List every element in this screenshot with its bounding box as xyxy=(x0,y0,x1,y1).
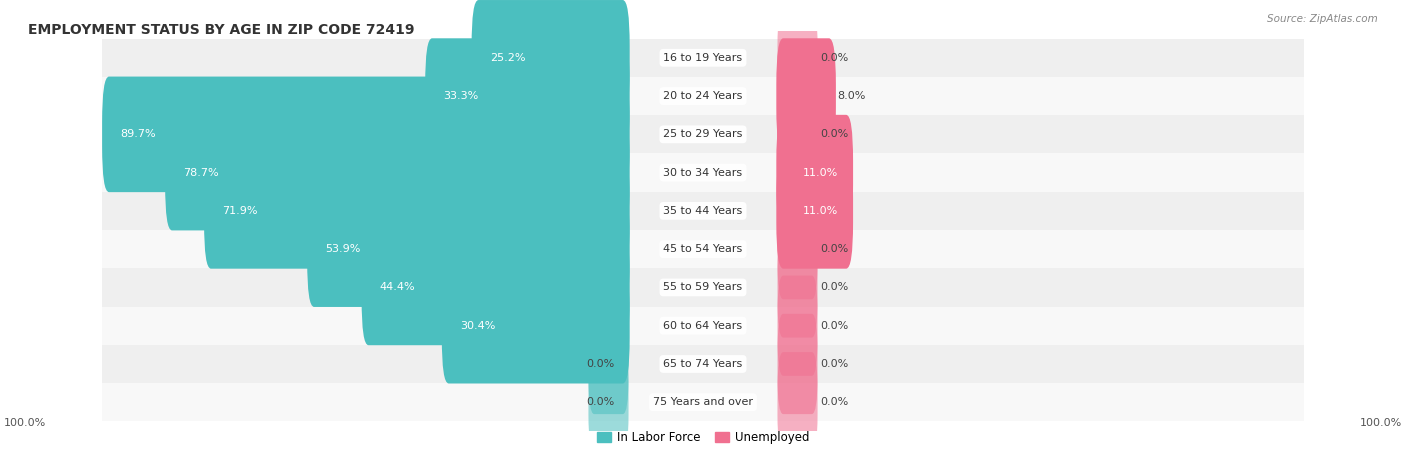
Text: 60 to 64 Years: 60 to 64 Years xyxy=(664,321,742,331)
Text: 0.0%: 0.0% xyxy=(821,321,849,331)
FancyBboxPatch shape xyxy=(101,306,1305,345)
Text: 25 to 29 Years: 25 to 29 Years xyxy=(664,129,742,140)
Text: 100.0%: 100.0% xyxy=(1360,418,1402,428)
FancyBboxPatch shape xyxy=(778,84,817,184)
Text: 0.0%: 0.0% xyxy=(586,359,614,369)
Text: 100.0%: 100.0% xyxy=(4,418,46,428)
FancyBboxPatch shape xyxy=(776,38,837,154)
Text: 45 to 54 Years: 45 to 54 Years xyxy=(664,244,742,254)
Text: 75 Years and over: 75 Years and over xyxy=(652,397,754,407)
Text: 11.0%: 11.0% xyxy=(803,206,838,216)
FancyBboxPatch shape xyxy=(778,8,817,108)
Text: 55 to 59 Years: 55 to 59 Years xyxy=(664,283,742,293)
FancyBboxPatch shape xyxy=(778,275,817,376)
Text: 16 to 19 Years: 16 to 19 Years xyxy=(664,53,742,63)
FancyBboxPatch shape xyxy=(101,77,1305,115)
Text: Source: ZipAtlas.com: Source: ZipAtlas.com xyxy=(1267,14,1378,23)
FancyBboxPatch shape xyxy=(471,0,630,116)
FancyBboxPatch shape xyxy=(101,345,1305,383)
FancyBboxPatch shape xyxy=(101,39,1305,77)
Text: 0.0%: 0.0% xyxy=(821,129,849,140)
FancyBboxPatch shape xyxy=(441,268,630,383)
FancyBboxPatch shape xyxy=(101,192,1305,230)
Text: 11.0%: 11.0% xyxy=(803,167,838,178)
Text: 8.0%: 8.0% xyxy=(838,91,866,101)
Text: 33.3%: 33.3% xyxy=(443,91,479,101)
FancyBboxPatch shape xyxy=(776,153,853,269)
Text: 89.7%: 89.7% xyxy=(121,129,156,140)
Text: 0.0%: 0.0% xyxy=(821,244,849,254)
FancyBboxPatch shape xyxy=(101,115,1305,153)
Legend: In Labor Force, Unemployed: In Labor Force, Unemployed xyxy=(592,427,814,449)
FancyBboxPatch shape xyxy=(778,352,817,450)
Text: 78.7%: 78.7% xyxy=(183,167,219,178)
Text: 0.0%: 0.0% xyxy=(821,359,849,369)
FancyBboxPatch shape xyxy=(101,230,1305,268)
FancyBboxPatch shape xyxy=(361,230,630,345)
FancyBboxPatch shape xyxy=(778,314,817,414)
FancyBboxPatch shape xyxy=(425,38,630,154)
FancyBboxPatch shape xyxy=(589,314,628,414)
FancyBboxPatch shape xyxy=(776,115,853,230)
Text: 0.0%: 0.0% xyxy=(821,397,849,407)
FancyBboxPatch shape xyxy=(165,115,630,230)
Text: 0.0%: 0.0% xyxy=(821,283,849,293)
Text: 0.0%: 0.0% xyxy=(821,53,849,63)
Text: 53.9%: 53.9% xyxy=(326,244,361,254)
Text: 0.0%: 0.0% xyxy=(586,397,614,407)
FancyBboxPatch shape xyxy=(778,199,817,299)
FancyBboxPatch shape xyxy=(101,268,1305,306)
FancyBboxPatch shape xyxy=(204,153,630,269)
FancyBboxPatch shape xyxy=(778,237,817,338)
Text: 30.4%: 30.4% xyxy=(460,321,495,331)
FancyBboxPatch shape xyxy=(101,153,1305,192)
FancyBboxPatch shape xyxy=(101,383,1305,421)
Text: 44.4%: 44.4% xyxy=(380,283,416,293)
Text: EMPLOYMENT STATUS BY AGE IN ZIP CODE 72419: EMPLOYMENT STATUS BY AGE IN ZIP CODE 724… xyxy=(28,22,415,36)
Text: 35 to 44 Years: 35 to 44 Years xyxy=(664,206,742,216)
Text: 71.9%: 71.9% xyxy=(222,206,257,216)
Text: 25.2%: 25.2% xyxy=(489,53,526,63)
Text: 30 to 34 Years: 30 to 34 Years xyxy=(664,167,742,178)
Text: 20 to 24 Years: 20 to 24 Years xyxy=(664,91,742,101)
Text: 65 to 74 Years: 65 to 74 Years xyxy=(664,359,742,369)
FancyBboxPatch shape xyxy=(307,191,630,307)
FancyBboxPatch shape xyxy=(103,76,630,192)
FancyBboxPatch shape xyxy=(589,352,628,450)
